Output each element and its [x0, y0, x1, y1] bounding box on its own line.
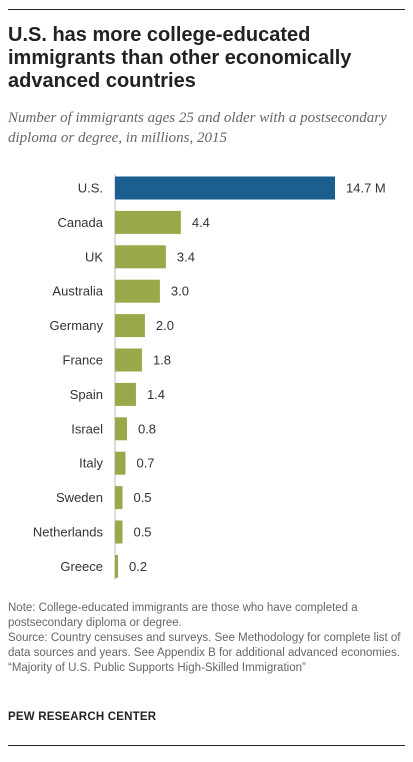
bar	[115, 245, 166, 269]
bar-chart: U.S. 14.7 M Canada 4.4 UK 3.4 Australia 3.0 Germ…	[33, 174, 386, 580]
bar	[115, 554, 118, 578]
bar	[115, 451, 126, 475]
category-label: Spain	[70, 387, 103, 402]
bar	[115, 382, 136, 406]
bottom-divider	[8, 745, 405, 746]
category-label: Canada	[57, 215, 103, 230]
category-label: U.S.	[78, 181, 103, 196]
value-label: 1.8	[153, 353, 171, 368]
footer-notes: Note: College-educated immigrants are th…	[8, 601, 406, 676]
value-label: 0.7	[136, 456, 154, 471]
value-label: 3.0	[171, 284, 189, 299]
category-label: Germany	[50, 318, 104, 333]
bar	[115, 210, 181, 234]
category-label: Italy	[79, 456, 103, 471]
note-text: Note: College-educated immigrants are th…	[8, 602, 358, 629]
brand-label: PEW RESEARCH CENTER	[8, 711, 157, 723]
category-label: UK	[85, 249, 103, 264]
bar	[115, 176, 335, 200]
report-title: “Majority of U.S. Public Supports High-S…	[8, 662, 306, 674]
bar	[115, 314, 145, 338]
bar	[115, 520, 123, 544]
top-divider	[8, 9, 405, 10]
category-label: Netherlands	[33, 525, 104, 540]
bar	[115, 279, 160, 303]
category-label: France	[63, 353, 103, 368]
value-label: 4.4	[192, 215, 210, 230]
value-label: 14.7 M	[346, 181, 386, 196]
value-label: 0.5	[133, 490, 151, 505]
source-text: Source: Country censuses and surveys. Se…	[8, 632, 401, 659]
category-label: Sweden	[56, 490, 103, 505]
bar	[115, 348, 142, 372]
value-label: 0.8	[138, 421, 156, 436]
bar	[115, 486, 123, 510]
value-label: 3.4	[177, 249, 195, 264]
value-label: 2.0	[156, 318, 174, 333]
category-label: Israel	[71, 421, 103, 436]
bar	[115, 417, 127, 441]
chart-title: U.S. has more college-educated immigrant…	[8, 24, 352, 92]
value-label: 1.4	[147, 387, 165, 402]
category-label: Australia	[52, 284, 103, 299]
category-label: Greece	[60, 559, 103, 574]
value-label: 0.5	[133, 525, 151, 540]
value-label: 0.2	[129, 559, 147, 574]
chart-subtitle: Number of immigrants ages 25 and older w…	[8, 110, 387, 146]
